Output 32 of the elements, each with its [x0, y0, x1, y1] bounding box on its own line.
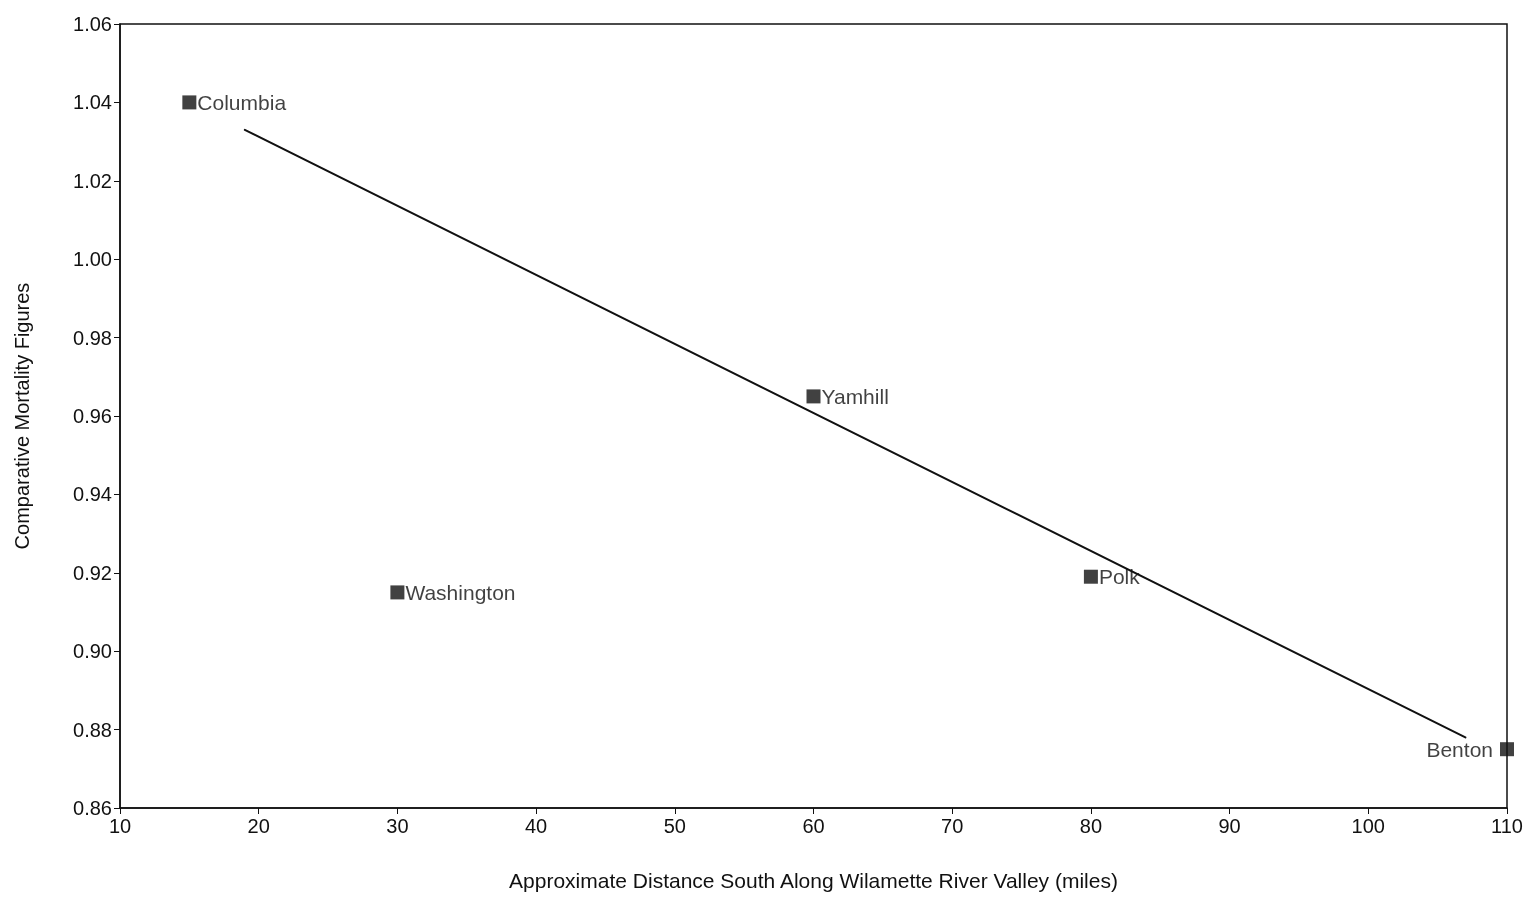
y-tick-label: 0.96: [73, 405, 112, 427]
y-tick-label: 0.92: [73, 561, 112, 584]
point: [1083, 569, 1098, 584]
point: [182, 95, 197, 110]
x-tick-label: 30: [386, 815, 409, 837]
x-axis-title: Approximate Distance South Along Wilamette River Valley (miles): [509, 869, 1118, 892]
y-tick-label: 0.94: [73, 483, 112, 506]
x-tick-label: 80: [1079, 815, 1103, 837]
x-tick-label: 50: [663, 815, 686, 837]
x-tick-label: 110: [1491, 815, 1523, 837]
x-tick-label: 60: [802, 815, 825, 837]
annotation: Washington: [405, 580, 516, 604]
y-tick-label: 0.90: [73, 640, 112, 663]
y-tick-label: 1.00: [73, 248, 112, 271]
y-tick-label: 1.06: [73, 13, 112, 35]
y-tick-label: 1.04: [73, 91, 112, 114]
annotation: Benton: [1426, 737, 1493, 761]
x-tick-label: 70: [941, 815, 964, 837]
y-axis-title: Comparative Mortality Figures: [11, 282, 33, 550]
x-tick-label: 40: [524, 815, 548, 837]
annotation: Columbia: [197, 90, 287, 114]
point: [1500, 742, 1514, 757]
x-tick-label: 20: [247, 815, 270, 837]
x-tick-label: 100: [1351, 815, 1385, 837]
y-tick-label: 0.88: [73, 718, 112, 741]
y-tick-label: 0.98: [73, 326, 112, 349]
annotation: Yamhill: [821, 384, 889, 408]
point: [806, 389, 821, 404]
point: [390, 585, 405, 600]
y-tick-label: 1.02: [73, 169, 112, 192]
x-tick-label: 90: [1218, 815, 1241, 837]
annotation: Polk: [1098, 565, 1141, 589]
